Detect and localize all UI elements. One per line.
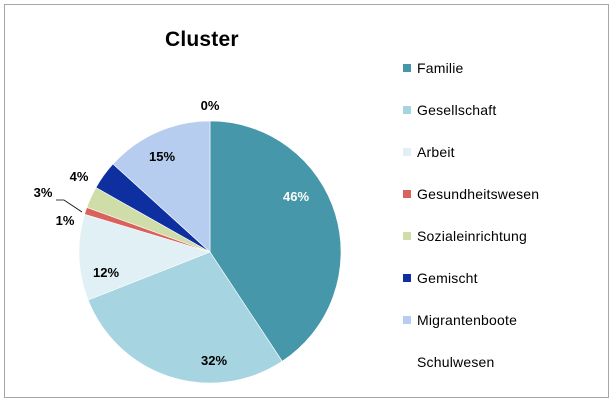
legend-swatch-migrantenboote: [403, 316, 411, 324]
leader-line-sozialeinrichtung: [56, 199, 83, 213]
legend-label-gemischt: Gemischt: [417, 270, 478, 286]
pie-slice-gesellschaft: [87, 251, 283, 384]
legend-label-familie: Familie: [417, 60, 464, 76]
pie-slice-arbeit: [78, 213, 211, 301]
legend-item-migrantenboote: Migrantenboote: [403, 310, 517, 330]
legend-label-gesellschaft: Gesellschaft: [417, 102, 497, 118]
legend-label-gesundheitswesen: Gesundheitswesen: [417, 186, 540, 202]
legend-swatch-sozialeinrichtung: [403, 232, 411, 240]
pie-slice-migrantenboote: [112, 120, 211, 253]
data-label-familie: 46%: [283, 189, 309, 204]
legend-swatch-schulwesen: [403, 358, 411, 366]
legend-item-gesellschaft: Gesellschaft: [403, 100, 496, 120]
data-label-sozialeinrichtung: 3%: [34, 185, 53, 200]
data-label-migrantenboote: 15%: [149, 149, 175, 164]
legend-label-migrantenboote: Migrantenboote: [417, 312, 518, 328]
legend-item-gemischt: Gemischt: [403, 268, 478, 288]
legend-item-familie: Familie: [403, 58, 464, 78]
legend-swatch-familie: [403, 64, 411, 72]
data-label-arbeit: 12%: [93, 265, 119, 280]
data-label-gesellschaft: 32%: [201, 353, 227, 368]
data-label-gemischt: 4%: [70, 169, 89, 184]
legend-swatch-gesundheitswesen: [403, 190, 411, 198]
legend-swatch-gesellschaft: [403, 106, 411, 114]
legend-item-arbeit: Arbeit: [403, 142, 455, 162]
legend-label-arbeit: Arbeit: [417, 144, 455, 160]
legend-label-sozialeinrichtung: Sozialeinrichtung: [417, 228, 528, 244]
chart-title: Cluster: [165, 28, 239, 51]
legend-item-schulwesen: Schulwesen: [403, 352, 495, 372]
legend-item-sozialeinrichtung: Sozialeinrichtung: [403, 226, 527, 246]
data-label-schulwesen: 0%: [201, 98, 220, 113]
data-label-gesundheitswesen: 1%: [56, 213, 75, 228]
legend-label-schulwesen: Schulwesen: [417, 354, 495, 370]
legend-swatch-arbeit: [403, 148, 411, 156]
legend-swatch-gemischt: [403, 274, 411, 282]
legend-item-gesundheitswesen: Gesundheitswesen: [403, 184, 539, 204]
